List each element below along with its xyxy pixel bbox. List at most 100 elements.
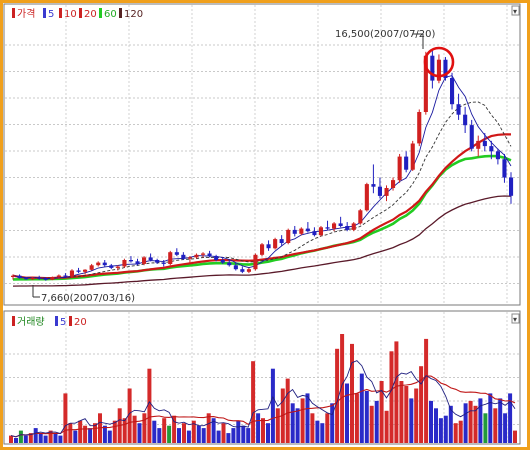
candle <box>142 257 147 264</box>
volume-bar <box>473 405 478 443</box>
volume-bar <box>325 413 330 443</box>
candle <box>292 229 297 234</box>
volume-bar <box>330 403 335 443</box>
legend-marker-ma10 <box>59 8 62 18</box>
volume-bar <box>448 405 453 443</box>
candle <box>358 210 363 224</box>
volume-ma5-line <box>10 360 516 438</box>
candle <box>463 114 468 126</box>
candle <box>30 277 35 280</box>
candle <box>482 140 487 147</box>
volume-bar <box>122 418 127 443</box>
ma5-line <box>12 75 512 280</box>
volume-bar <box>48 430 53 443</box>
volume-bar <box>503 413 508 443</box>
candle <box>148 257 153 260</box>
price-legend: 가격 5 10 20 60 120 <box>12 7 143 20</box>
candle <box>260 244 265 255</box>
volume-bar <box>157 428 162 443</box>
volume-bar <box>266 423 270 443</box>
volume-bar <box>374 400 379 443</box>
price-scroll-widget[interactable]: ▾ <box>511 5 520 16</box>
volume-bar <box>320 423 325 443</box>
volume-bar <box>127 388 132 443</box>
candle <box>318 227 323 236</box>
volume-bar <box>33 428 38 443</box>
legend-ma60: 60 <box>104 9 117 20</box>
volume-bar <box>201 428 206 443</box>
candle <box>69 270 74 277</box>
volume-bar <box>241 425 246 443</box>
volume-bar <box>211 418 216 443</box>
volume-bar <box>206 413 211 443</box>
volume-bar <box>28 433 33 443</box>
volume-bar <box>53 433 58 443</box>
volume-bar <box>394 341 399 443</box>
volume-bar <box>63 393 68 443</box>
scroll-box[interactable] <box>511 5 520 16</box>
volume-bar <box>182 423 186 443</box>
volume-bar <box>261 418 265 443</box>
candle <box>43 278 48 280</box>
volume-bar <box>236 420 241 443</box>
volume-bar <box>404 386 409 443</box>
volume-bar <box>434 408 438 443</box>
legend-marker-vma5 <box>55 316 58 326</box>
legend-marker-ma20 <box>79 8 82 18</box>
high-annotation: 16,500(2007/07/20) <box>335 29 455 78</box>
volume-bar <box>305 393 310 443</box>
price-grid <box>5 5 519 304</box>
legend-ma5: 5 <box>48 9 54 20</box>
volume-bar <box>478 398 483 443</box>
candle <box>384 188 389 196</box>
candle <box>83 269 88 272</box>
legend-marker-ma120 <box>119 8 122 18</box>
legend-ma10: 10 <box>64 9 77 20</box>
legend-vma5: 5 <box>60 317 66 328</box>
volume-scroll-box[interactable] <box>511 313 520 324</box>
candle <box>476 140 481 149</box>
volume-bar <box>498 398 503 443</box>
candle <box>89 265 94 270</box>
candle <box>299 228 304 234</box>
volume-bar <box>132 415 137 443</box>
candle <box>233 265 238 270</box>
candle <box>214 256 219 260</box>
volume-bar <box>379 381 384 443</box>
candle <box>174 252 179 255</box>
candle <box>430 55 435 81</box>
volume-bar <box>295 408 300 443</box>
candle <box>312 231 317 236</box>
candle <box>371 184 376 187</box>
candle <box>423 55 428 112</box>
volume-scroll-widget[interactable]: ▾ <box>511 313 520 324</box>
candle <box>161 262 166 264</box>
volume-bar <box>18 430 23 443</box>
volume-bar <box>43 435 48 443</box>
candle <box>266 244 271 249</box>
candle <box>351 223 356 230</box>
volume-bar <box>107 430 112 443</box>
volume-bar <box>14 438 18 443</box>
volume-bar <box>424 338 429 443</box>
candles <box>11 49 514 281</box>
volume-bar <box>112 420 117 443</box>
volume-bar <box>315 420 320 443</box>
candle <box>286 229 291 243</box>
volume-bar <box>23 435 28 443</box>
candle <box>122 260 127 267</box>
candle <box>220 260 225 263</box>
volume-bar <box>186 430 191 443</box>
volume-bar <box>300 398 305 443</box>
volume-bar <box>359 373 364 443</box>
candle <box>450 78 455 105</box>
candle <box>207 253 212 257</box>
candle <box>253 254 258 270</box>
price-moving-averages <box>12 75 512 287</box>
candle <box>50 277 55 280</box>
high-circle <box>423 46 455 78</box>
volume-bar <box>458 420 463 443</box>
candle <box>364 184 369 211</box>
candle <box>24 278 29 280</box>
